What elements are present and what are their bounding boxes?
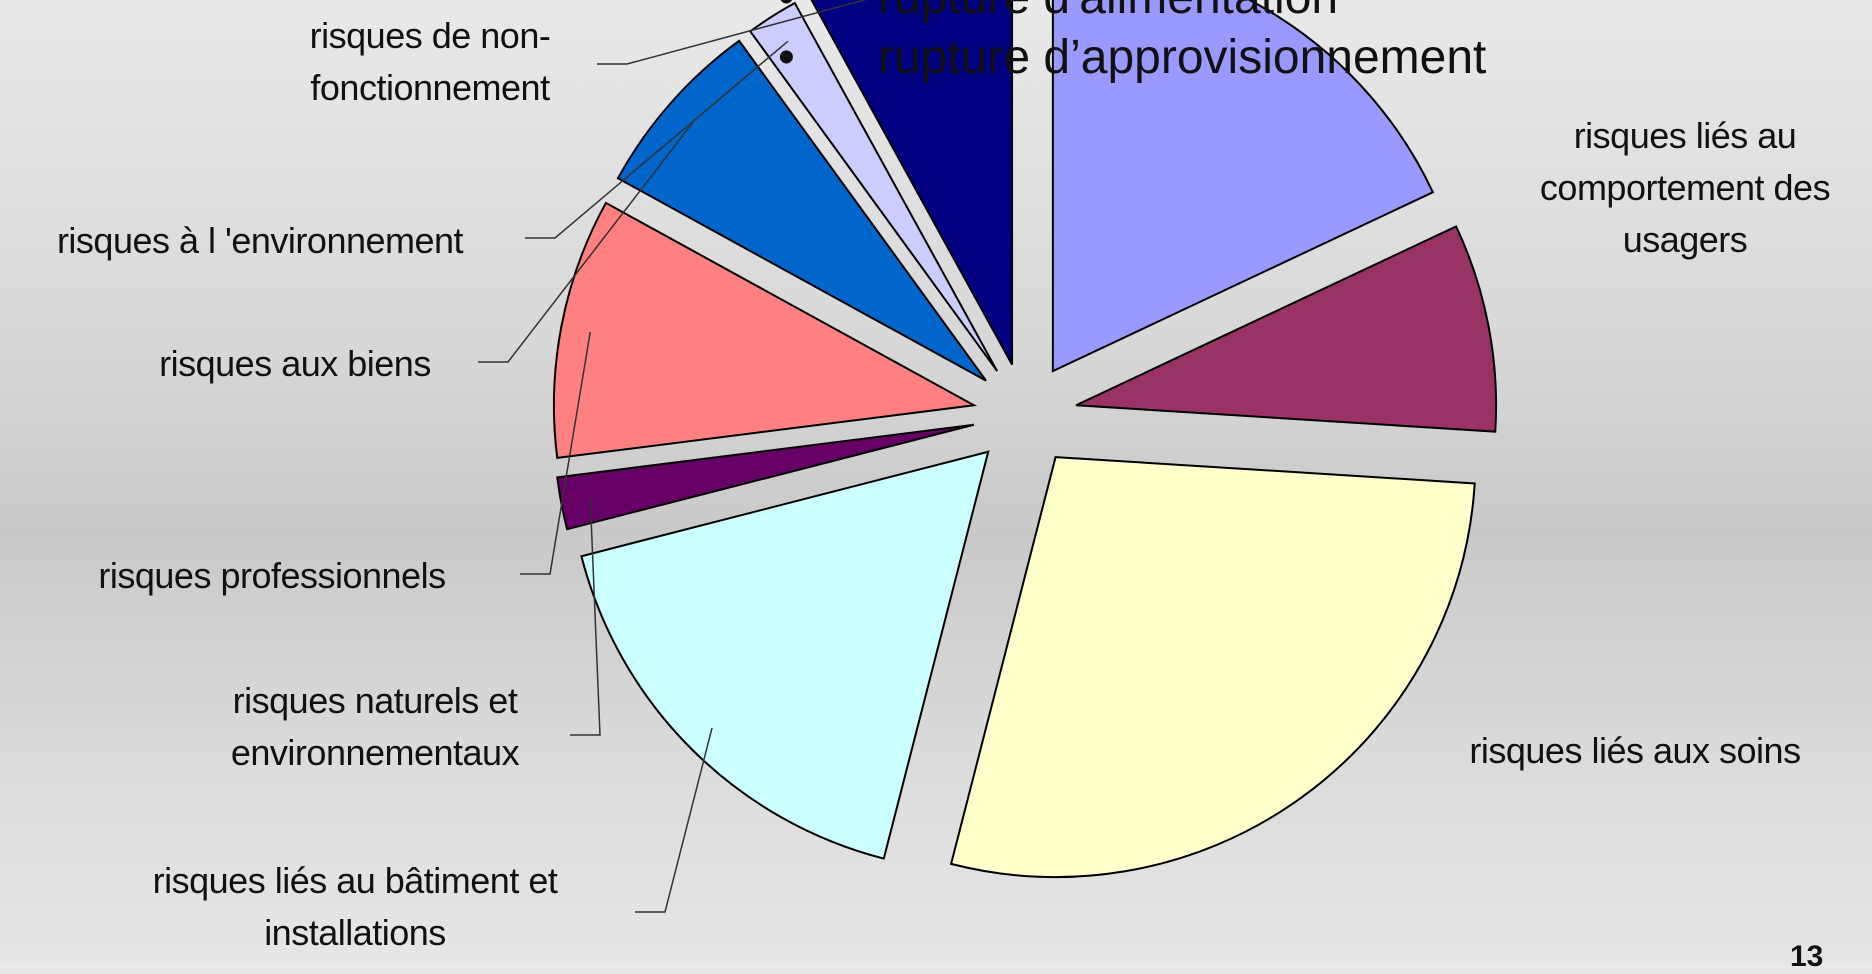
pie-slice <box>949 456 1476 879</box>
leader-line <box>597 0 868 65</box>
slice-label: risques liés au comportement des usagers <box>1539 115 1831 260</box>
bullet-marker: • <box>778 0 795 25</box>
pie-slice <box>552 201 978 460</box>
leader-line <box>570 497 601 736</box>
pie-slice <box>1051 0 1435 373</box>
leader-line <box>520 331 591 575</box>
bullet-marker: • <box>778 31 795 84</box>
leader-line <box>478 121 694 363</box>
page-number: 13 <box>1790 940 1824 973</box>
slice-label: risques à l 'environnement <box>56 220 464 261</box>
bullet-text: rupture d’approvisionnement <box>878 31 1487 84</box>
slice-label: risques de non-fonctionnement <box>309 15 551 108</box>
pie-slice <box>580 450 990 860</box>
leader-line <box>635 727 713 913</box>
slice-label: risques naturels et environnementaux <box>230 680 520 773</box>
bullet-text: rupture d'alimentation <box>878 0 1338 25</box>
slice-label: risques liés aux soins <box>1469 730 1801 771</box>
pie-slice <box>616 39 987 382</box>
leader-line <box>525 40 789 239</box>
pie-slice <box>810 0 1014 366</box>
slice-label: risques liés au bâtiment et installation… <box>152 860 558 953</box>
pie-slice <box>1075 225 1498 433</box>
slice-label: risques aux biens <box>159 343 431 384</box>
slice-label: risques professionnels <box>98 555 446 596</box>
